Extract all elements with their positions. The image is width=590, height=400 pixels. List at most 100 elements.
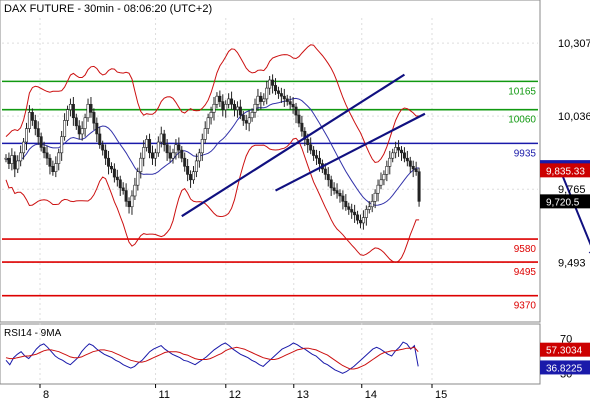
candle-body xyxy=(215,95,219,105)
candle-body xyxy=(189,174,193,181)
candle-body xyxy=(71,103,75,119)
candle-body xyxy=(10,155,14,164)
price-tick-label: 9,493 xyxy=(558,258,586,270)
candle-body xyxy=(150,152,154,159)
candle-body xyxy=(16,160,20,170)
candle-body xyxy=(411,166,415,170)
candle-body xyxy=(247,117,251,124)
candle-body xyxy=(118,179,122,189)
candle-body xyxy=(165,144,169,154)
candle-body xyxy=(309,144,313,151)
candle-body xyxy=(364,209,368,218)
candle-body xyxy=(127,201,131,208)
candle-body xyxy=(399,149,403,154)
candle-body xyxy=(54,163,58,172)
candle-body xyxy=(356,214,360,221)
candle-body xyxy=(326,174,330,181)
candle-body xyxy=(83,117,87,129)
candle-body xyxy=(408,160,412,167)
candle-body xyxy=(250,112,254,119)
candle-body xyxy=(48,157,52,167)
candle-body xyxy=(285,98,289,102)
time-tick-label: 12 xyxy=(229,389,241,400)
candle-body xyxy=(74,117,78,127)
arrow-shaft xyxy=(560,172,590,246)
price-tick-label: 9,765 xyxy=(558,184,586,196)
candle-body xyxy=(168,152,172,159)
candle-body xyxy=(51,166,55,172)
candle-body xyxy=(361,217,365,224)
candle-body xyxy=(66,109,70,121)
candle-body xyxy=(367,206,371,210)
candle-body xyxy=(388,157,392,167)
candle-body xyxy=(148,139,152,154)
candle-body xyxy=(112,168,116,178)
price-tag-box xyxy=(540,194,590,209)
rsi-ma-line xyxy=(5,346,419,370)
channel-lines xyxy=(181,73,426,218)
candle-body xyxy=(89,103,93,113)
candle-body xyxy=(221,101,225,110)
candle-body xyxy=(36,128,40,137)
candle-body xyxy=(358,219,362,224)
level-label: 10060 xyxy=(508,115,536,126)
candle-body xyxy=(338,192,342,197)
level-label: 9495 xyxy=(514,267,537,278)
candle-body xyxy=(347,206,351,210)
candle-body xyxy=(212,103,216,113)
candle-body xyxy=(25,128,29,143)
candle-body xyxy=(271,79,275,86)
candle-body xyxy=(332,187,336,191)
bollinger-bands xyxy=(5,44,420,263)
candle-body xyxy=(353,211,357,216)
candle-body xyxy=(244,120,248,124)
candle-body xyxy=(209,112,213,119)
candle-body xyxy=(335,190,339,194)
candle-body xyxy=(77,125,81,135)
price-tag-box xyxy=(540,163,590,178)
candle-body xyxy=(19,152,23,162)
candle-body xyxy=(30,112,34,121)
candle-body xyxy=(297,114,301,124)
candle-body xyxy=(282,95,286,100)
candle-body xyxy=(109,166,113,170)
time-tick-label: 8 xyxy=(43,389,49,400)
candle-body xyxy=(291,103,295,108)
rsi-pane-frame xyxy=(0,323,541,385)
candle-body xyxy=(279,93,283,97)
candle-body xyxy=(203,128,207,140)
rsi-tag-label: 57.3034 xyxy=(546,346,583,357)
candle-body xyxy=(200,139,204,154)
candle-body xyxy=(394,147,398,154)
candle-body xyxy=(385,166,389,175)
candle-body xyxy=(235,106,239,110)
candle-body xyxy=(227,98,231,105)
candle-body xyxy=(379,179,383,186)
candle-body xyxy=(312,149,316,156)
candle-body xyxy=(39,136,43,148)
candle-body xyxy=(153,152,157,159)
time-tick-label: 13 xyxy=(297,389,309,400)
candle-body xyxy=(33,120,37,129)
candle-body xyxy=(382,174,386,181)
candle-body xyxy=(230,98,234,105)
candle-body xyxy=(27,112,31,129)
grid-lines xyxy=(2,18,538,388)
candle-body xyxy=(329,179,333,189)
price-tag-label: 9,835.33 xyxy=(546,166,585,177)
channel-line xyxy=(275,112,426,192)
candle-body xyxy=(98,133,102,146)
time-tick-label: 14 xyxy=(365,389,377,400)
channel-line xyxy=(181,73,406,218)
candle-body xyxy=(57,152,61,164)
rsi-lines xyxy=(5,341,419,374)
candle-body xyxy=(60,136,64,154)
candle-body xyxy=(180,149,184,159)
price-tick-label: 10,036 xyxy=(558,111,590,123)
lower-band xyxy=(5,137,420,263)
candle-body xyxy=(402,152,406,159)
candle-body xyxy=(107,157,111,167)
chart-title: DAX FUTURE - 30min - 08:06:20 (UTC+2) xyxy=(4,3,212,15)
candle-body xyxy=(22,141,26,154)
